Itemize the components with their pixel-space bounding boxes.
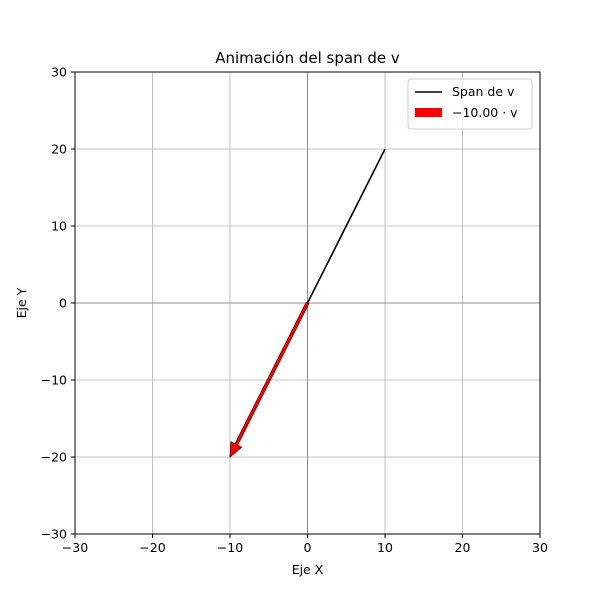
y-tick-label: 10	[51, 219, 67, 234]
y-tick-label: −10	[41, 373, 67, 388]
x-tick-label: −30	[62, 540, 88, 555]
tick-layer: −30 −20 −10 0 10 20 30 −30 −20 −10 0 10 20 30	[41, 65, 548, 556]
scaled-vector-arrow	[229, 301, 310, 458]
x-tick-label: 10	[377, 540, 393, 555]
legend-label-arrow: −10.00 · v	[452, 105, 518, 120]
y-tick-label: 0	[59, 296, 67, 311]
series-layer	[229, 148, 386, 458]
chart-title: Animación del span de v	[215, 49, 400, 67]
x-tick-label: 0	[304, 540, 312, 555]
legend: Span de v −10.00 · v	[407, 78, 533, 130]
x-tick-label: 30	[532, 540, 548, 555]
y-tick-label: 30	[51, 65, 67, 80]
y-tick-label: 20	[51, 142, 67, 157]
x-tick-label: −20	[139, 540, 165, 555]
y-tick-label: −20	[41, 450, 67, 465]
legend-label-span: Span de v	[452, 84, 515, 99]
x-tick-label: −10	[217, 540, 243, 555]
legend-swatch-arrow	[415, 108, 442, 117]
x-axis-label: Eje X	[292, 562, 324, 577]
x-tick-label: 20	[455, 540, 471, 555]
y-axis-label: Eje Y	[14, 287, 29, 318]
y-tick-label: −30	[41, 527, 67, 542]
